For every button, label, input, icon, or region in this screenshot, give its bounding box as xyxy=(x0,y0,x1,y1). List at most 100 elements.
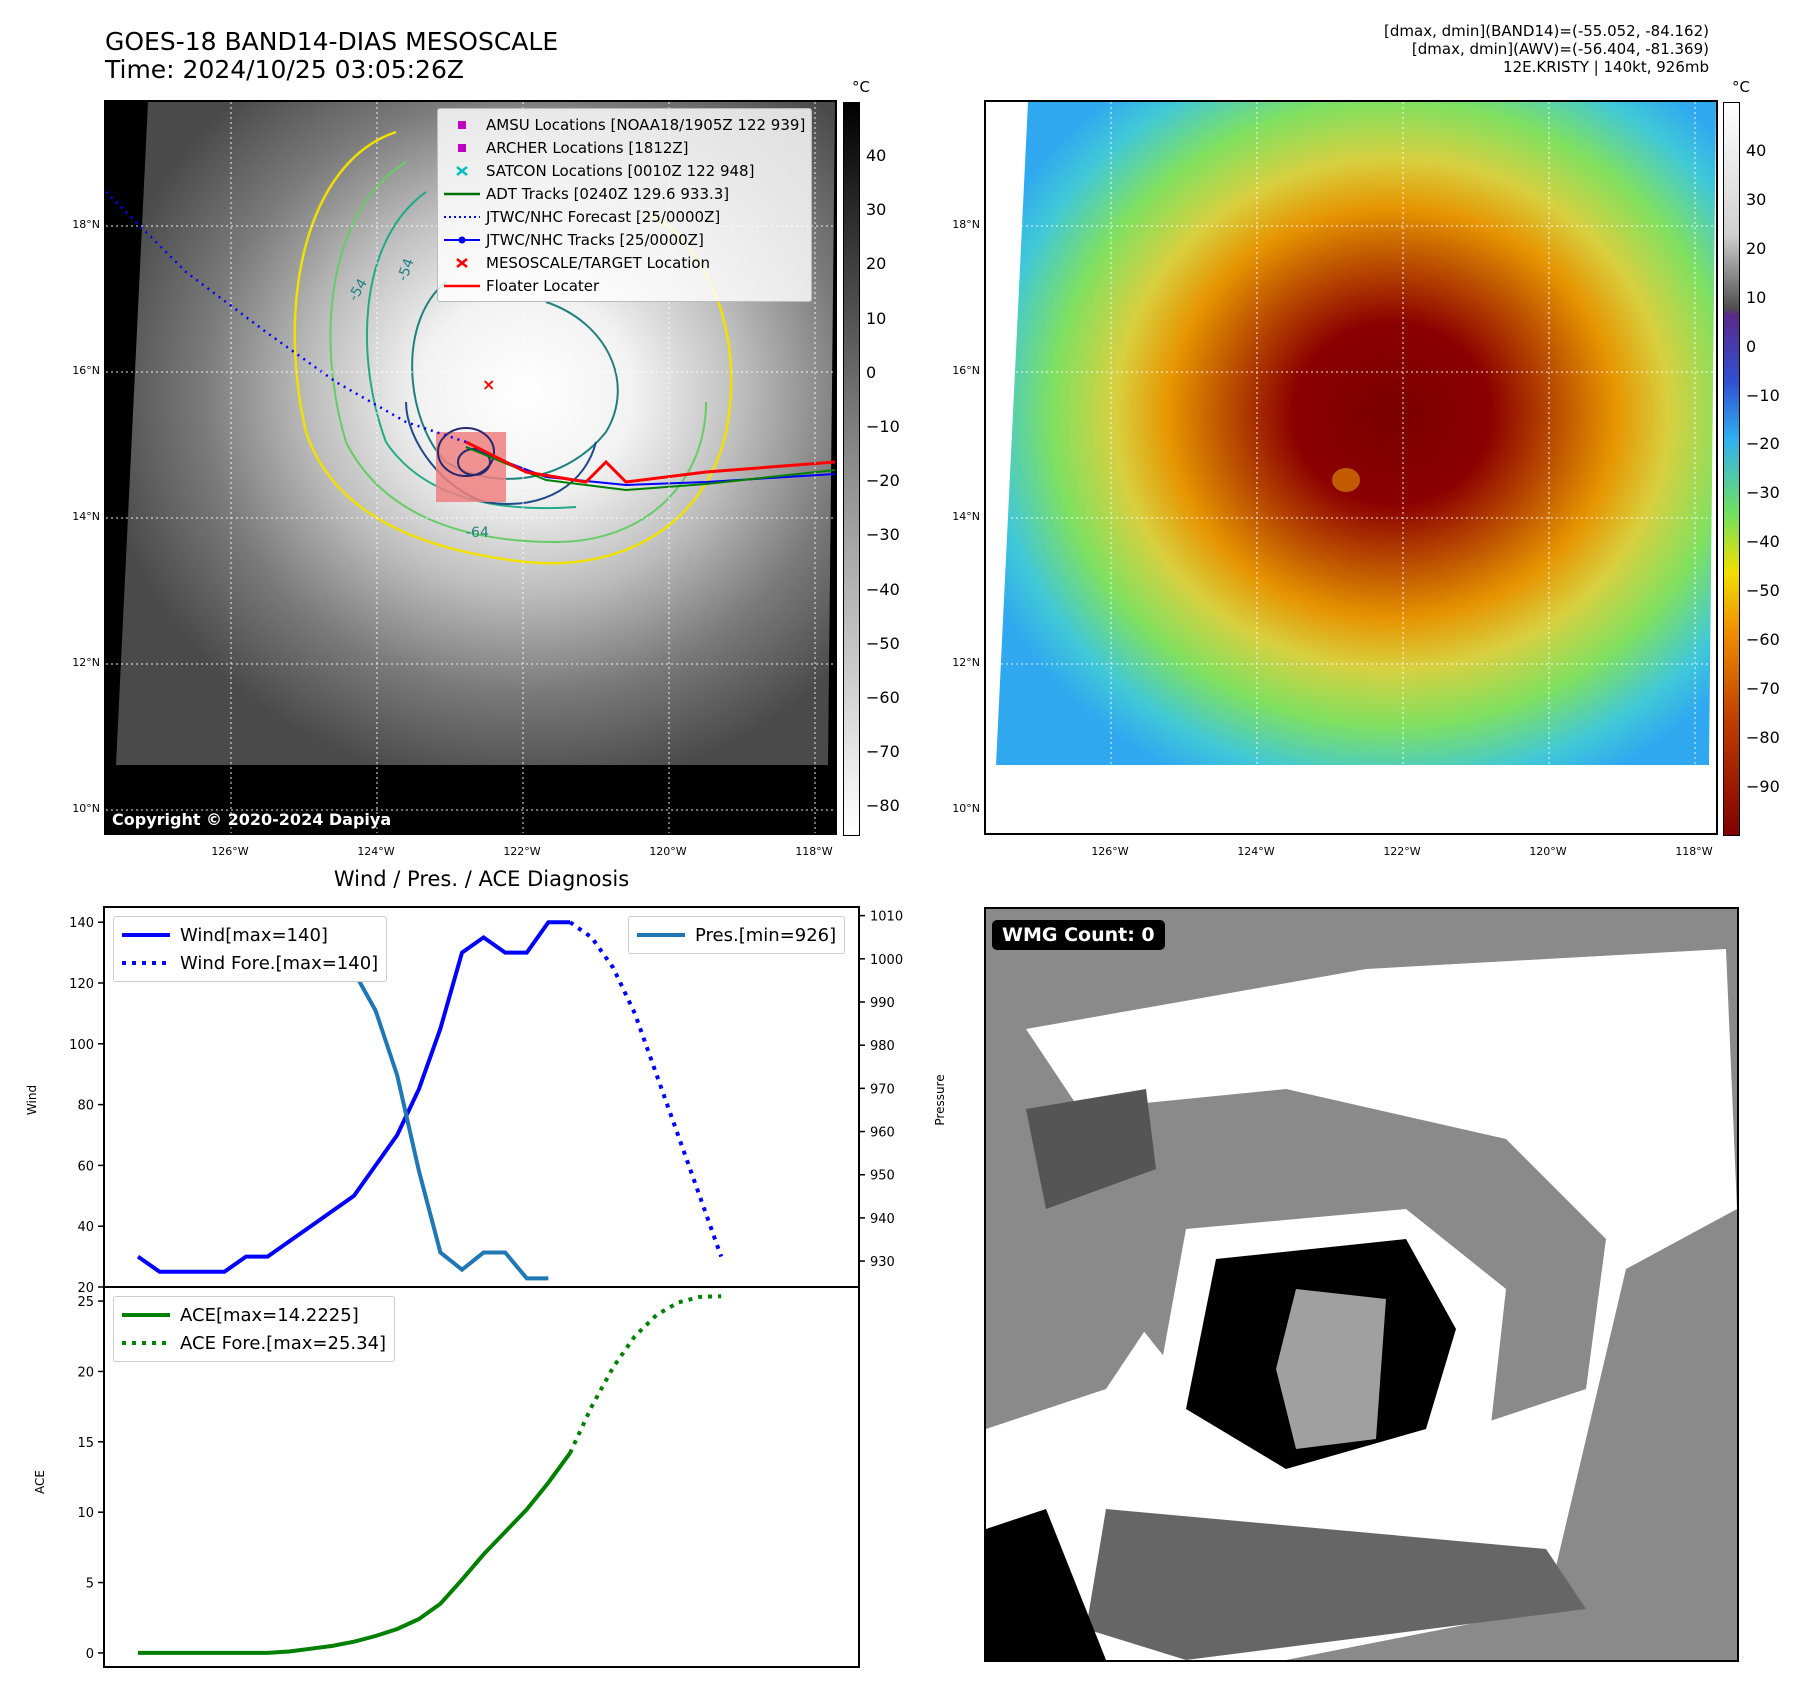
colorbar-tick-label: 20 xyxy=(866,254,887,274)
legend-wind: Wind[max=140] xyxy=(122,924,328,946)
ace-tick-label: 25 xyxy=(77,1295,94,1310)
colorbar-tick-label: −80 xyxy=(1746,727,1780,747)
colorbar-tick-label: −30 xyxy=(866,525,900,545)
pressure-tick-label: 940 xyxy=(870,1212,895,1227)
color-colorbar xyxy=(1723,102,1740,836)
lat-label: 10°N xyxy=(952,802,980,815)
ace-forecast-line xyxy=(568,1294,722,1454)
lon-label: 118°W xyxy=(1675,845,1713,858)
map-legend-label: JTWC/NHC Tracks [25/0000Z] xyxy=(486,230,704,249)
map-legend-label: AMSU Locations [NOAA18/1905Z 122 939] xyxy=(486,115,806,134)
map-legend-label: MESOSCALE/TARGET Location xyxy=(486,253,711,272)
pressure-legend: Pres.[min=926] xyxy=(628,916,846,954)
wind-series-line xyxy=(136,920,570,1274)
colorbar-tick-label: −30 xyxy=(1746,483,1780,503)
copyright-text: Copyright © 2020-2024 Dapiya xyxy=(112,810,392,829)
colorbar-tick-label: −20 xyxy=(1746,434,1780,454)
wind-tick-label: 40 xyxy=(77,1220,94,1235)
lon-label: 120°W xyxy=(649,845,687,858)
legend-ace: ACE[max=14.2225] xyxy=(122,1304,359,1326)
lat-label: 18°N xyxy=(952,218,980,231)
wind-tick-label: 120 xyxy=(69,977,94,992)
ir-color-map-image xyxy=(986,102,1716,833)
colorbar-tick-label: −50 xyxy=(1746,581,1780,601)
colorbar-tick-label: 0 xyxy=(1746,336,1757,356)
wind-tick-label: 60 xyxy=(77,1159,94,1174)
legend-ace-fore: ACE Fore.[max=25.34] xyxy=(122,1332,387,1354)
colorbar-tick-label: −10 xyxy=(1746,385,1780,405)
ace-axis-label: ACE xyxy=(33,1470,47,1494)
map-legend-label: JTWC/NHC Forecast [25/0000Z] xyxy=(486,207,721,226)
wind-tick-label: 100 xyxy=(69,1038,94,1053)
lon-label: 126°W xyxy=(1091,845,1129,858)
colorbar-tick-label: −60 xyxy=(866,688,900,707)
ir-gray-map: × -54 -54 -64 Copyright © 2020-2024 Dapi… xyxy=(104,100,837,835)
colorbar-tick-label: 10 xyxy=(1746,287,1767,307)
pressure-series-line xyxy=(138,930,549,1281)
map-legend-label: Floater Locater xyxy=(486,276,600,295)
svg-text:×: × xyxy=(482,375,495,394)
lat-label: 14°N xyxy=(952,510,980,523)
info-line-3: 12E.KRISTY | 140kt, 926mb xyxy=(1503,58,1709,76)
colorbar-tick-label: 10 xyxy=(866,308,887,328)
colorbar-tick-label: 30 xyxy=(866,200,887,220)
lat-label: 16°N xyxy=(72,364,100,377)
lon-label: 122°W xyxy=(503,845,541,858)
map-legend-item: SATCON Locations [0010Z 122 948] xyxy=(444,159,805,182)
colorbar-tick-label: 40 xyxy=(866,146,887,165)
legend-wind-fore: Wind Fore.[max=140] xyxy=(122,952,379,974)
pressure-tick-label: 970 xyxy=(870,1082,895,1097)
ace-tick-label: 5 xyxy=(86,1577,94,1592)
lat-label: 12°N xyxy=(952,656,980,669)
wind-forecast-line xyxy=(568,920,724,1258)
storm-info: [dmax, dmin](BAND14)=(-55.052, -84.162) … xyxy=(1384,22,1709,76)
map-legend-item: JTWC/NHC Tracks [25/0000Z] xyxy=(444,228,805,251)
wmg-image xyxy=(986,909,1737,1660)
lat-label: 12°N xyxy=(72,656,100,669)
gray-colorbar-unit: °C xyxy=(852,78,870,96)
colorbar-tick-label: −60 xyxy=(1746,630,1780,649)
colorbar-tick-label: 40 xyxy=(1746,141,1767,160)
colorbar-tick-label: −70 xyxy=(1746,678,1780,698)
color-colorbar-unit: °C xyxy=(1732,78,1750,96)
colorbar-tick-label: 0 xyxy=(866,362,877,382)
ace-plot-frame xyxy=(103,1286,860,1668)
contour-label-3: -64 xyxy=(466,525,489,541)
pressure-tick-label: 930 xyxy=(870,1255,895,1270)
map-legend-label: ARCHER Locations [1812Z] xyxy=(486,138,689,157)
lat-label: 16°N xyxy=(952,364,980,377)
map-legend: AMSU Locations [NOAA18/1905Z 122 939] ARC… xyxy=(437,108,813,302)
colorbar-tick-label: −80 xyxy=(866,796,900,816)
ace-series-line xyxy=(138,1451,572,1655)
lon-label: 124°W xyxy=(357,845,395,858)
ace-tick-label: 20 xyxy=(77,1365,94,1380)
map-legend-item: ARCHER Locations [1812Z] xyxy=(444,136,805,159)
wind-tick-label: 20 xyxy=(77,1281,94,1296)
map-legend-label: SATCON Locations [0010Z 122 948] xyxy=(486,161,755,180)
wmg-count-badge: WMG Count: 0 xyxy=(992,920,1165,950)
info-line-1: [dmax, dmin](BAND14)=(-55.052, -84.162) xyxy=(1384,22,1709,40)
colorbar-tick-label: 30 xyxy=(1746,189,1767,209)
lat-label: 10°N xyxy=(72,802,100,815)
colorbar-tick-label: −10 xyxy=(866,417,900,436)
wind-tick-label: 140 xyxy=(69,916,94,931)
info-line-2: [dmax, dmin](AWV)=(-56.404, -81.369) xyxy=(1411,40,1709,58)
wmg-panel xyxy=(984,907,1739,1662)
map-legend-item: ADT Tracks [0240Z 129.6 933.3] xyxy=(444,182,805,205)
colorbar-tick-label: −40 xyxy=(1746,532,1780,552)
colorbar-tick-label: −40 xyxy=(866,579,900,599)
pressure-tick-label: 950 xyxy=(870,1169,895,1184)
title-line-2: Time: 2024/10/25 03:05:26Z xyxy=(105,55,464,84)
colorbar-tick-label: 20 xyxy=(1746,238,1767,258)
ace-tick-label: 15 xyxy=(77,1436,94,1451)
pressure-tick-label: 990 xyxy=(870,996,895,1011)
map-legend-item: MESOSCALE/TARGET Location xyxy=(444,251,805,274)
lon-label: 126°W xyxy=(211,845,249,858)
wind-tick-label: 80 xyxy=(77,1099,94,1114)
lon-label: 120°W xyxy=(1529,845,1567,858)
gray-colorbar xyxy=(843,102,860,836)
lon-label: 118°W xyxy=(795,845,833,858)
pressure-axis-label: Pressure xyxy=(933,1074,947,1126)
contour-label-2: -54 xyxy=(395,256,418,283)
ace-tick-label: 10 xyxy=(77,1506,94,1521)
